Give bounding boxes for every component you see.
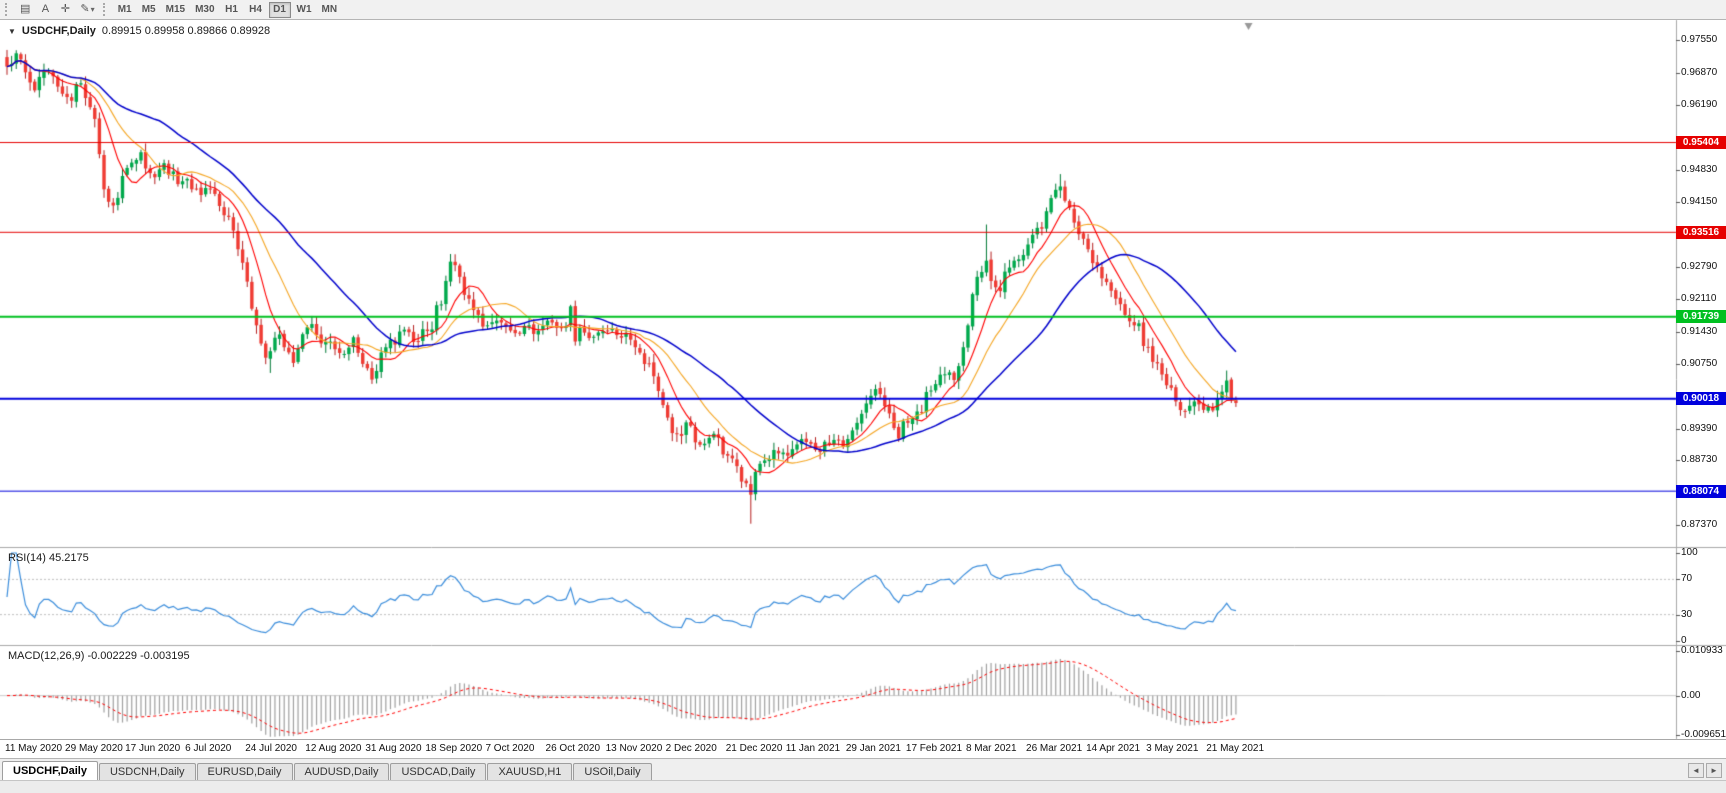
tab-audusd-daily[interactable]: AUDUSD,Daily [293,763,390,781]
text-a-icon: A [41,3,50,15]
price-axis-label: 0.94830 [1681,163,1718,175]
price-axis-label: 0.90750 [1681,357,1718,369]
date-axis-label: 7 Oct 2020 [485,743,535,754]
date-axis-label: 14 Apr 2021 [1086,743,1141,754]
rsi-axis-label: 100 [1681,547,1698,558]
hline-price-badge[interactable]: 0.95404 [1676,136,1726,150]
macd-axis-label: 0.00 [1681,689,1701,701]
rsi-axis-label: 0 [1681,635,1687,646]
pencil-icon: ✎ [80,3,90,15]
timeframe-button-m1[interactable]: M1 [114,2,136,18]
date-axis-label: 12 Aug 2020 [305,743,362,754]
hline-price-badge[interactable]: 0.90018 [1676,392,1726,406]
rsi-axis-label: 30 [1681,608,1693,620]
price-axis-label: 0.96190 [1681,99,1718,111]
tab-usdcnh-daily[interactable]: USDCNH,Daily [98,763,196,781]
price-axis-label: 0.88730 [1681,453,1718,465]
date-axis-label: 17 Jun 2020 [125,743,181,754]
timeframe-button-d1[interactable]: D1 [268,1,291,18]
date-axis-label: 31 Aug 2020 [365,743,422,754]
tabs-scroll-left-button[interactable]: ◄ [1688,763,1704,778]
charts-icon[interactable]: ▤ [16,2,34,18]
timeframe-button-h1[interactable]: H1 [221,2,243,18]
price-axis-label: 0.97550 [1681,34,1718,46]
date-axis-label: 24 Jul 2020 [245,743,297,754]
timeframe-button-h4[interactable]: H4 [245,2,267,18]
chart-tabs: USDCHF,Daily USDCNH,Daily EURUSD,Daily AUDU… [0,761,653,781]
dropdown-arrow-icon: ▾ [90,5,95,14]
hline-price-badge[interactable]: 0.91739 [1676,310,1726,324]
tabs-scroll-right-button[interactable]: ► [1706,763,1722,778]
date-axis: 11 May 2020 29 May 2020 17 Jun 2020 6 Jul 2… [0,739,1726,759]
price-axis-label: 0.96870 [1681,66,1718,78]
date-axis-label: 21 May 2021 [1206,743,1265,754]
date-axis-label: 11 May 2020 [5,743,63,754]
timeframe-group: M1 M5 M15 M30 H1 H4 D1 W1 MN [113,1,342,18]
crosshair-icon-glyph: ✛ [60,3,71,15]
date-axis-label: 26 Oct 2020 [545,743,601,754]
date-axis-label: 26 Mar 2021 [1026,743,1083,754]
date-axis-label: 8 Mar 2021 [965,743,1017,754]
top-toolbar: ▤ A ✛ ✎ ▾ M1 M5 M15 M30 H1 H4 D1 W1 MN [0,0,1726,20]
crosshair-icon[interactable]: ✛ [56,2,74,18]
date-axis-label: 29 May 2020 [65,743,123,754]
tab-xauusd-h1[interactable]: XAUUSD,H1 [487,763,573,781]
timeframe-button-w1[interactable]: W1 [293,2,316,18]
price-axis-label: 0.87370 [1681,518,1718,530]
date-axis-label: 17 Feb 2021 [905,743,963,754]
text-annotation-button[interactable]: A [36,2,54,18]
charts-icon-glyph: ▤ [20,3,31,15]
draw-tools-button[interactable]: ✎ ▾ [76,2,98,18]
tab-usdchf-daily[interactable]: USDCHF,Daily [2,761,98,781]
toolbar-grip[interactable] [102,3,108,16]
hline-price-badge[interactable]: 0.93516 [1676,225,1726,239]
toolbar-grip[interactable] [5,3,10,16]
price-axis-label: 0.94150 [1681,196,1718,208]
price-axis-label: 0.91430 [1681,325,1718,337]
date-axis-label: 29 Jan 2021 [845,743,901,754]
date-axis-label: 21 Dec 2020 [725,743,783,754]
date-axis-label: 11 Jan 2021 [785,743,841,754]
timeframe-button-m5[interactable]: M5 [138,2,160,18]
date-axis-label: 2 Dec 2020 [665,743,717,754]
tab-scroll-arrows: ◄ ► [1688,763,1722,778]
price-axis-label: 0.92790 [1681,260,1718,272]
hline-price-badge[interactable]: 0.88074 [1676,484,1726,498]
price-axis-label: 0.89390 [1681,422,1718,434]
date-axis-label: 13 Nov 2020 [605,743,663,754]
timeframe-button-mn[interactable]: MN [318,2,342,18]
status-strip [0,780,1726,793]
tab-usdcad-daily[interactable]: USDCAD,Daily [390,763,487,781]
tab-usoil-daily[interactable]: USOil,Daily [573,763,652,781]
price-axis-label: 0.92110 [1681,293,1717,305]
date-axis-label: 18 Sep 2020 [425,743,483,754]
date-axis-label: 3 May 2021 [1146,743,1199,754]
tab-eurusd-daily[interactable]: EURUSD,Daily [196,763,293,781]
rsi-axis-label: 70 [1681,573,1693,585]
date-axis-label: 6 Jul 2020 [185,743,232,754]
timeframe-button-m15[interactable]: M15 [162,2,189,18]
macd-axis-label: -0.009651 [1681,729,1726,740]
timeframe-button-m30[interactable]: M30 [191,2,218,18]
macd-axis-label: 0.010933 [1681,645,1723,656]
chart-tab-bar: USDCHF,Daily USDCNH,Daily EURUSD,Daily AUDU… [0,758,1726,781]
